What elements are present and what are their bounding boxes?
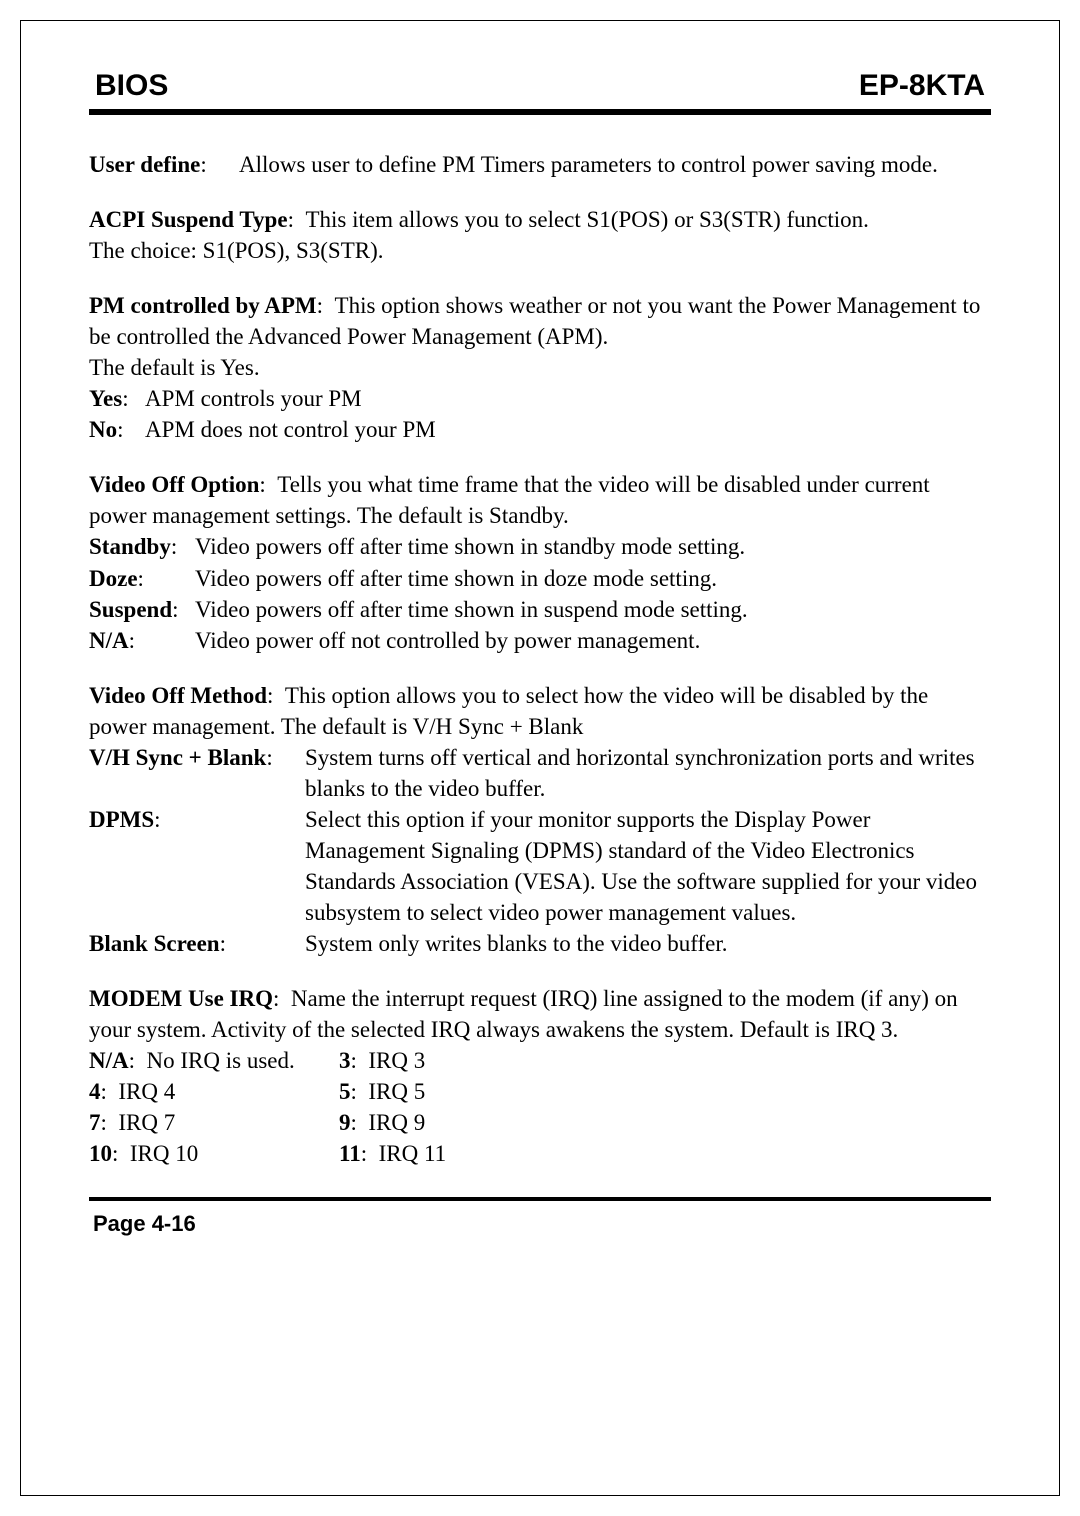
- voo-row: Standby: Video powers off after time sho…: [89, 531, 991, 562]
- section-video-off-option: Video Off Option: Tells you what time fr…: [89, 469, 991, 655]
- voo-row-label: Standby: [89, 534, 171, 559]
- irq-item: 9: IRQ 9: [339, 1107, 446, 1138]
- section-modem-irq: MODEM Use IRQ: Name the interrupt reques…: [89, 983, 991, 1169]
- irq-item: 11: IRQ 11: [339, 1138, 446, 1169]
- voo-row-text: Video power off not controlled by power …: [195, 625, 991, 656]
- acpi-text: This item allows you to select S1(POS) o…: [305, 207, 868, 232]
- section-acpi: ACPI Suspend Type: This item allows you …: [89, 204, 991, 266]
- irq-item: 10: IRQ 10: [89, 1138, 339, 1169]
- vom-row: Blank Screen: System only writes blanks …: [89, 928, 991, 959]
- page-content: User define: Allows user to define PM Ti…: [89, 149, 991, 1169]
- section-user-define: User define: Allows user to define PM Ti…: [89, 149, 991, 180]
- voo-row-label: Suspend: [89, 597, 172, 622]
- pm-apm-yes-text: APM controls your PM: [145, 383, 991, 414]
- page-frame: BIOS EP-8KTA User define: Allows user to…: [20, 20, 1060, 1496]
- irq-item: 7: IRQ 7: [89, 1107, 339, 1138]
- irq-grid: N/A: No IRQ is used. 4: IRQ 4 7: IRQ 7 1…: [89, 1045, 991, 1169]
- vom-row-label: V/H Sync + Blank: [89, 745, 266, 770]
- header-right: EP-8KTA: [859, 69, 985, 103]
- irq-item: 3: IRQ 3: [339, 1045, 446, 1076]
- pm-apm-label: PM controlled by APM: [89, 293, 317, 318]
- voo-row-text: Video powers off after time shown in sus…: [195, 594, 991, 625]
- voo-row-label: Doze: [89, 566, 138, 591]
- page-header: BIOS EP-8KTA: [89, 69, 991, 109]
- voo-label: Video Off Option: [89, 472, 259, 497]
- pm-apm-yes-label: Yes: [89, 386, 122, 411]
- voo-row: N/A: Video power off not controlled by p…: [89, 625, 991, 656]
- voo-row: Doze: Video powers off after time shown …: [89, 563, 991, 594]
- voo-row: Suspend: Video powers off after time sho…: [89, 594, 991, 625]
- irq-item: N/A: No IRQ is used.: [89, 1045, 339, 1076]
- pm-apm-default: The default is Yes.: [89, 352, 991, 383]
- section-video-off-method: Video Off Method: This option allows you…: [89, 680, 991, 959]
- irq-item: 5: IRQ 5: [339, 1076, 446, 1107]
- vom-label: Video Off Method: [89, 683, 267, 708]
- page-number: Page 4-16: [89, 1211, 991, 1237]
- section-pm-apm: PM controlled by APM: This option shows …: [89, 290, 991, 445]
- irq-col-2: 3: IRQ 3 5: IRQ 5 9: IRQ 9 11: IRQ 11: [339, 1045, 446, 1169]
- pm-apm-no-label: No: [89, 417, 117, 442]
- modem-irq-label: MODEM Use IRQ: [89, 986, 273, 1011]
- voo-row-label: N/A: [89, 628, 129, 653]
- vom-row-label: Blank Screen: [89, 931, 220, 956]
- voo-row-text: Video powers off after time shown in sta…: [195, 531, 991, 562]
- vom-row-text: System only writes blanks to the video b…: [305, 928, 991, 959]
- header-rule: [89, 109, 991, 115]
- vom-row-text: System turns off vertical and horizontal…: [305, 742, 991, 804]
- vom-row-label: DPMS: [89, 807, 154, 832]
- acpi-choice: The choice: S1(POS), S3(STR).: [89, 235, 991, 266]
- pm-apm-no-text: APM does not control your PM: [145, 414, 991, 445]
- vom-row: V/H Sync + Blank: System turns off verti…: [89, 742, 991, 804]
- irq-col-1: N/A: No IRQ is used. 4: IRQ 4 7: IRQ 7 1…: [89, 1045, 339, 1169]
- user-define-label: User define: [89, 152, 200, 177]
- user-define-text: Allows user to define PM Timers paramete…: [239, 149, 991, 180]
- header-left: BIOS: [95, 69, 168, 103]
- footer-rule: [89, 1197, 991, 1201]
- vom-row: DPMS: Select this option if your monitor…: [89, 804, 991, 928]
- acpi-label: ACPI Suspend Type: [89, 207, 288, 232]
- vom-row-text: Select this option if your monitor suppo…: [305, 804, 991, 928]
- voo-row-text: Video powers off after time shown in doz…: [195, 563, 991, 594]
- irq-item: 4: IRQ 4: [89, 1076, 339, 1107]
